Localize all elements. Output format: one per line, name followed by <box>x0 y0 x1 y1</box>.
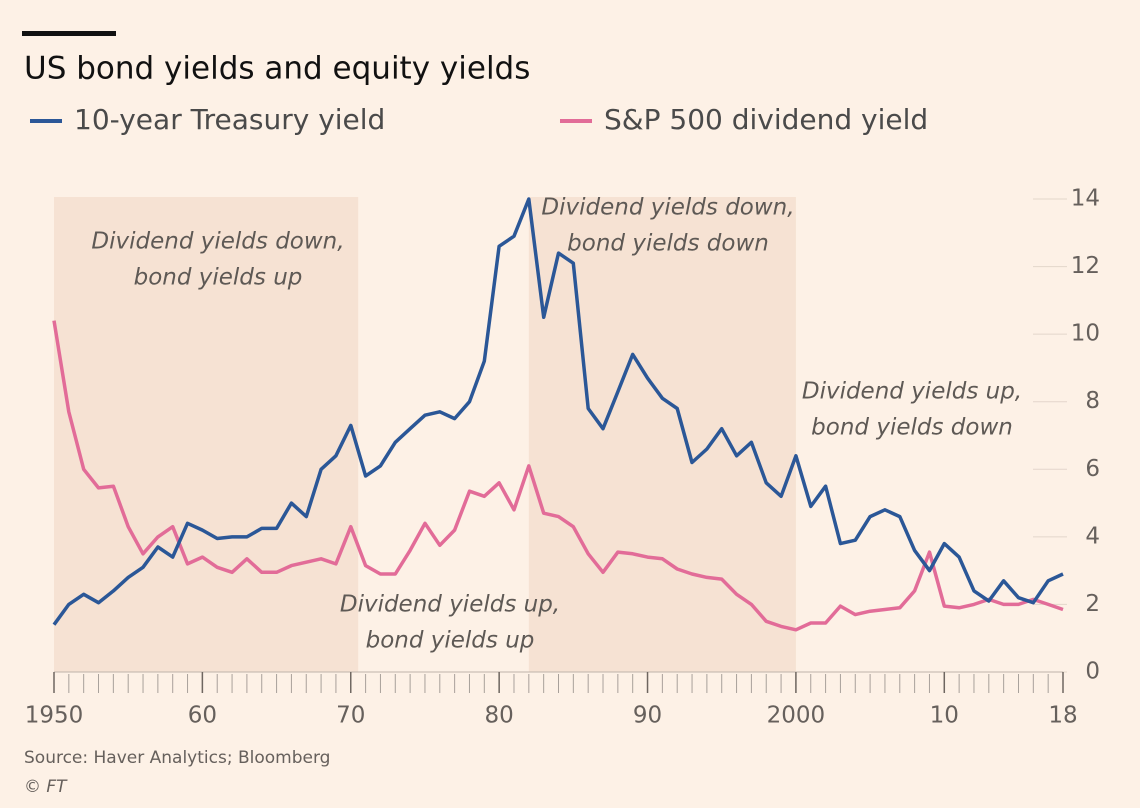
legend-label: S&P 500 dividend yield <box>604 103 928 136</box>
y-tick-label: 8 <box>1085 388 1100 414</box>
y-tick-label: 12 <box>1071 253 1100 279</box>
series-line <box>52 197 1064 626</box>
y-tick-label: 2 <box>1085 591 1100 617</box>
y-tick-label: 6 <box>1085 456 1100 482</box>
annotation: Dividend yields down, <box>91 229 344 255</box>
x-tick-label: 10 <box>930 703 959 729</box>
annotation: bond yields up <box>366 628 535 654</box>
x-tick-label: 70 <box>336 703 365 729</box>
y-tick-label: 4 <box>1085 523 1100 549</box>
title-rule <box>22 31 116 36</box>
y-tick-label: 10 <box>1071 321 1100 347</box>
x-tick-label: 90 <box>633 703 662 729</box>
x-tick-label: 18 <box>1048 703 1077 729</box>
chart-title: US bond yields and equity yields <box>24 51 530 87</box>
credit: © FT <box>24 777 68 797</box>
axes-layer: 0 2 4 6 8 10 12 14 1950 60 70 80 90 2000 10 18 <box>25 186 1100 729</box>
x-tick-label: 2000 <box>767 703 826 729</box>
annotation: Dividend yields up, <box>802 379 1022 405</box>
series-line <box>52 320 1064 632</box>
annotation: bond yields down <box>811 415 1013 441</box>
y-tick-label: 14 <box>1071 186 1100 212</box>
x-tick-label: 1950 <box>25 703 84 729</box>
x-tick-label: 60 <box>188 703 217 729</box>
annotation: bond yields down <box>567 231 769 257</box>
legend-label: 10-year Treasury yield <box>74 103 385 136</box>
y-tick-label: 0 <box>1085 659 1100 685</box>
marks-layer <box>52 197 1064 632</box>
annotation-layer: Dividend yields down, bond yields up Divid… <box>91 195 1022 654</box>
annotation: bond yields up <box>134 265 303 291</box>
shaded-region <box>528 197 796 672</box>
annotation: Dividend yields up, <box>340 592 560 618</box>
shaded-region <box>54 197 359 672</box>
x-tick-label: 80 <box>485 703 514 729</box>
annotation: Dividend yields down, <box>541 195 794 221</box>
source: Source: Haver Analytics; Bloomberg <box>24 748 330 768</box>
